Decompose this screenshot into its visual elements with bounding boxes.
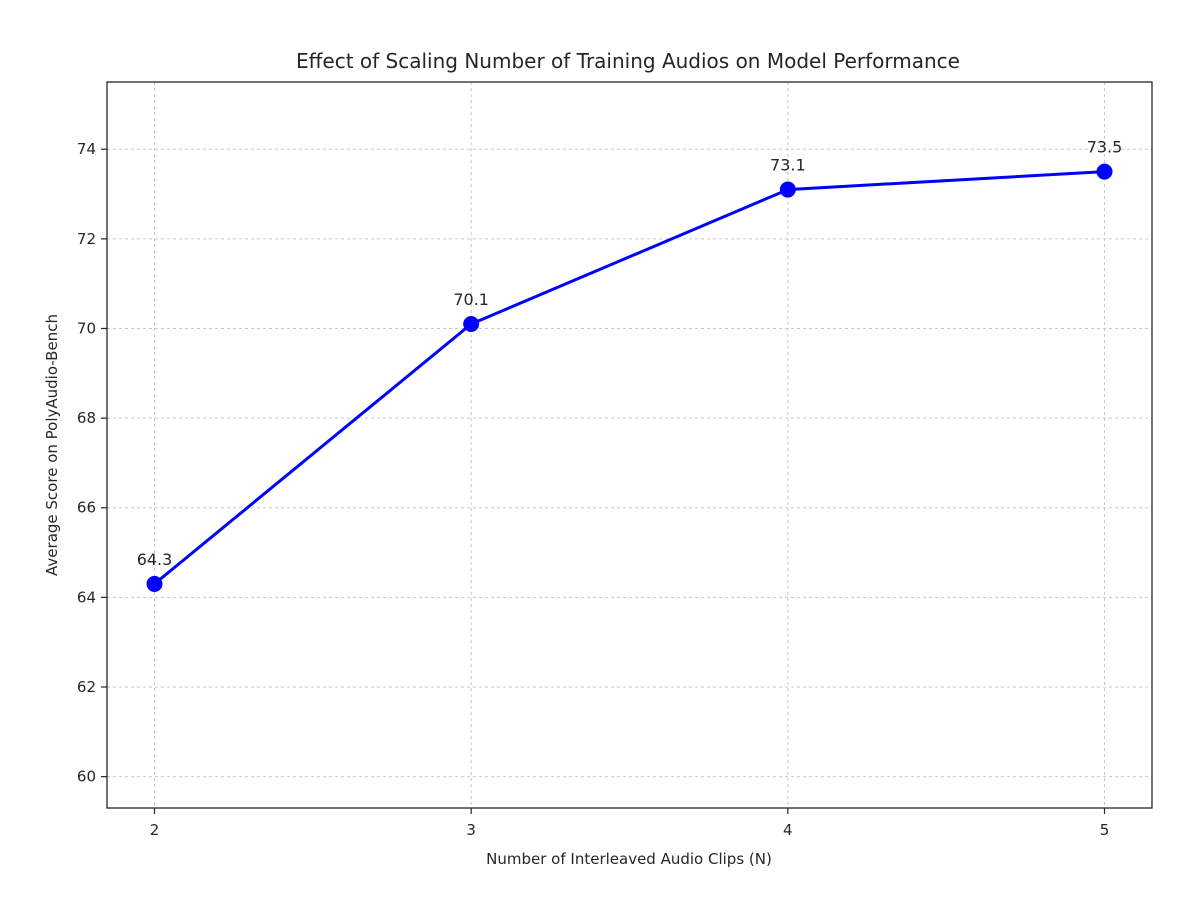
y-tick-label: 74: [77, 140, 96, 158]
chart-title: Effect of Scaling Number of Training Aud…: [296, 49, 960, 73]
data-point: [463, 316, 480, 332]
x-tick-label: 4: [783, 821, 793, 839]
series-layer: 64.3 70.1 73.1 73.5: [137, 138, 1123, 592]
data-point: [146, 575, 163, 592]
data-point: [1096, 163, 1113, 180]
y-tick-label: 64: [77, 588, 96, 606]
x-tick-label: 2: [150, 821, 160, 839]
data-point: [779, 181, 796, 198]
data-label: 73.5: [1087, 138, 1123, 157]
data-label: 70.1: [453, 290, 489, 309]
y-tick-label: 68: [77, 409, 96, 427]
axis-ticks: 2 3 4 5 60 62 64 66 68 70 72 74: [77, 140, 1109, 839]
data-label: 73.1: [770, 156, 806, 175]
x-axis-label: Number of Interleaved Audio Clips (N): [486, 850, 772, 868]
y-tick-label: 66: [77, 499, 96, 517]
data-label: 64.3: [137, 550, 173, 569]
grid: [107, 82, 1152, 808]
plot-frame: [106, 81, 1153, 809]
series-line: [153, 170, 1106, 586]
y-tick-label: 62: [77, 678, 96, 696]
y-axis-label: Average Score on PolyAudio-Bench: [43, 314, 61, 576]
y-tick-label: 72: [77, 230, 96, 248]
y-tick-label: 70: [77, 319, 96, 337]
x-tick-label: 5: [1100, 821, 1110, 839]
x-tick-label: 3: [466, 821, 476, 839]
y-tick-label: 60: [77, 768, 96, 786]
